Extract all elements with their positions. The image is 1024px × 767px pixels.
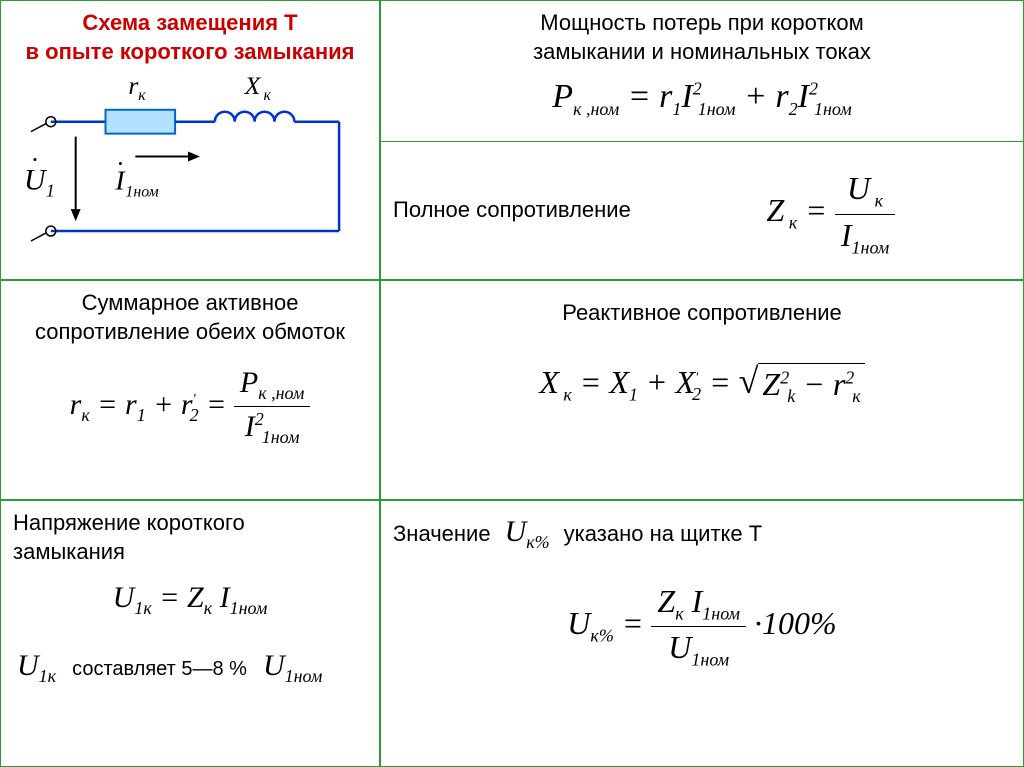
svg-text:к: к (138, 87, 146, 104)
svg-text:U: U (24, 163, 48, 196)
scv-title-line2: замыкания (13, 539, 125, 564)
scv-title-line1: Напряжение короткого (13, 510, 245, 535)
cell-power-impedance: Мощность потерь при коротком замыкании и… (380, 0, 1024, 280)
svg-text:к: к (264, 87, 272, 104)
circuit-title-line2: в опыте короткого замыкания (26, 39, 355, 64)
power-title: Мощность потерь при коротком замыкании и… (393, 9, 1011, 66)
power-title-line1: Мощность потерь при коротком (540, 10, 863, 35)
pct-prefix: Значение (393, 521, 491, 547)
scv-u1k: U1к (17, 649, 56, 687)
scv-u1nom: U1ном (263, 649, 322, 687)
circuit-diagram: r к X к U 1 I 1ном (20, 72, 360, 271)
cell-sc-voltage: Напряжение короткого замыкания U1к = Zк … (0, 500, 380, 767)
scv-title: Напряжение короткого замыкания (13, 509, 245, 566)
power-title-line2: замыкании и номинальных токах (533, 39, 871, 64)
scv-note-row: U1к составляет 5—8 % U1ном (13, 649, 371, 687)
impedance-formula: Z к = U к I1ном (651, 170, 1011, 258)
pct-heading-row: Значение Uк% указано на щитке Т (393, 515, 1011, 553)
reactive-formula: X к = X1 + X'2 = √ Z2k − r2к (539, 363, 864, 407)
pct-formula: Uк% = Zк I1ном U1ном ·100% (567, 583, 836, 671)
pct-suffix: указано на щитке Т (564, 521, 763, 547)
reactive-title: Реактивное сопротивление (562, 299, 842, 328)
cell-percentage: Значение Uк% указано на щитке Т Uк% = Zк… (380, 500, 1024, 767)
circuit-title: Схема замещения Т в опыте короткого замы… (26, 9, 355, 66)
pct-symbol: Uк% (505, 515, 550, 553)
circuit-title-line1: Схема замещения Т (82, 10, 297, 35)
svg-text:1: 1 (46, 180, 55, 200)
svg-text:1ном: 1ном (125, 183, 158, 200)
active-formula: rк = r1 + r'2 = Pк ,ном I21ном (70, 366, 311, 448)
scv-formula: U1к = Zк I1ном (113, 581, 268, 619)
cell-reactive: Реактивное сопротивление X к = X1 + X'2 … (380, 280, 1024, 500)
power-formula: Pк ,ном = r1I21ном + r2I21ном (393, 78, 1011, 120)
svg-text:X: X (244, 72, 262, 100)
cell-active-resistance: Суммарное активное сопротивление обеих о… (0, 280, 380, 500)
active-title-line1: Суммарное активное (82, 290, 299, 315)
active-title: Суммарное активное сопротивление обеих о… (35, 289, 345, 346)
scv-note: составляет 5—8 % (72, 658, 247, 681)
cell-circuit: Схема замещения Т в опыте короткого замы… (0, 0, 380, 280)
impedance-title: Полное сопротивление (393, 196, 651, 225)
active-title-line2: сопротивление обеих обмоток (35, 319, 345, 344)
